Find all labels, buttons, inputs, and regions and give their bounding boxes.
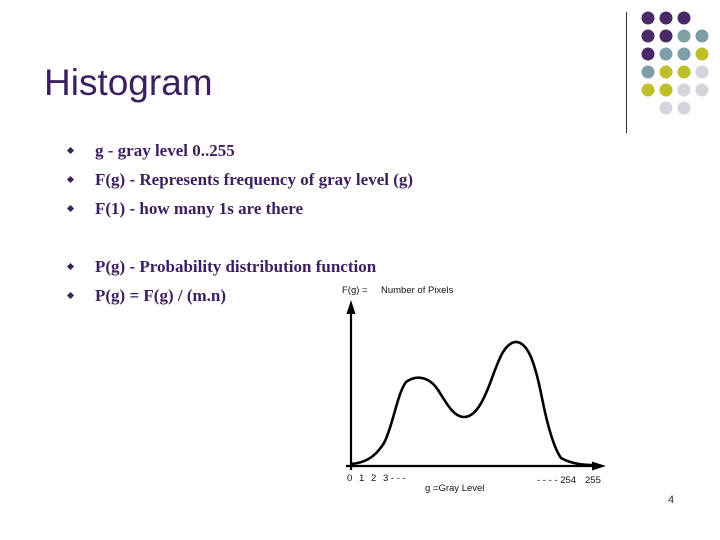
decorative-dot [641,29,655,43]
x-axis-arrow-icon [592,461,606,471]
diamond-bullet-icon [66,262,75,271]
diamond-bullet-icon [66,204,75,213]
decorative-dot [659,29,673,43]
decorative-dot [659,65,673,79]
decorative-dot-grid [641,11,709,115]
decorative-dot [677,65,691,79]
x-tick-label: 1 [359,473,364,484]
decorative-dot [677,83,691,97]
diamond-bullet-icon [66,291,75,300]
decorative-dot [695,83,709,97]
x-tick-label: 2 [371,473,376,484]
x-tick-label: 0 [347,473,352,484]
y-axis-label-prefix: F(g) = [342,285,368,296]
x-axis-label: g =Gray Level [425,483,484,494]
decorative-dot [677,101,691,115]
bullet-text: P(g) - Probability distribution function [95,257,377,276]
bullet-text: F(g) - Represents frequency of gray leve… [95,170,414,189]
slide-title: Histogram [44,62,213,103]
diamond-bullet-icon [66,175,75,184]
histogram-chart: F(g) = Number of Pixels 0 1 2 3 - - - - … [342,285,606,494]
x-tick-label: 255 [585,475,601,486]
decorative-dot [641,83,655,97]
bullet-text: F(1) - how many 1s are there [95,199,304,218]
bullet-list: g - gray level 0..255 F(g) - Represents … [66,141,414,305]
bullet-text: P(g) = F(g) / (m.n) [95,286,227,305]
decorative-dot [659,47,673,61]
decorative-dot [677,47,691,61]
decorative-dot [695,47,709,61]
page-number: 4 [668,494,675,506]
decorative-dot [695,29,709,43]
y-axis-label: Number of Pixels [381,285,454,296]
decorative-dot [677,29,691,43]
decorative-dot [659,11,673,25]
decorative-dot [695,65,709,79]
decorative-dot [677,11,691,25]
decorative-dot [659,83,673,97]
decorative-dot [659,101,673,115]
histogram-curve [350,340,593,467]
y-axis-arrow-icon [346,300,356,314]
diamond-bullet-icon [66,146,75,155]
x-tick-label: - - - - 254 [537,475,576,486]
decorative-dot [641,11,655,25]
decorative-dot [641,47,655,61]
decorative-dot [641,65,655,79]
x-tick-label: 3 - - - [383,473,406,484]
title-divider [626,12,627,133]
bullet-text: g - gray level 0..255 [95,141,235,160]
